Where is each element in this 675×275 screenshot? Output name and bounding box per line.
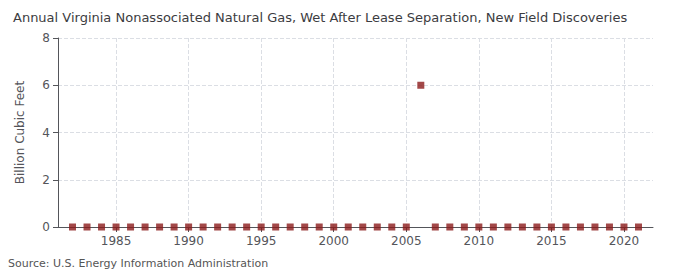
svg-text:Billion Cubic Feet: Billion Cubic Feet [13,81,27,185]
svg-text:Source: U.S. Energy Informatio: Source: U.S. Energy Information Administ… [8,257,268,270]
svg-text:1995: 1995 [246,234,277,248]
svg-text:4: 4 [42,126,50,140]
svg-text:1985: 1985 [101,234,132,248]
svg-text:2020: 2020 [609,234,640,248]
svg-text:2010: 2010 [464,234,495,248]
svg-text:2: 2 [42,173,50,187]
svg-text:2015: 2015 [536,234,567,248]
svg-text:0: 0 [42,220,50,234]
svg-text:2005: 2005 [391,234,422,248]
svg-text:6: 6 [42,78,50,92]
svg-text:8: 8 [42,31,50,45]
svg-text:2000: 2000 [318,234,349,248]
svg-text:1990: 1990 [173,234,204,248]
svg-text:Annual Virginia Nonassociated: Annual Virginia Nonassociated Natural Ga… [13,10,627,25]
